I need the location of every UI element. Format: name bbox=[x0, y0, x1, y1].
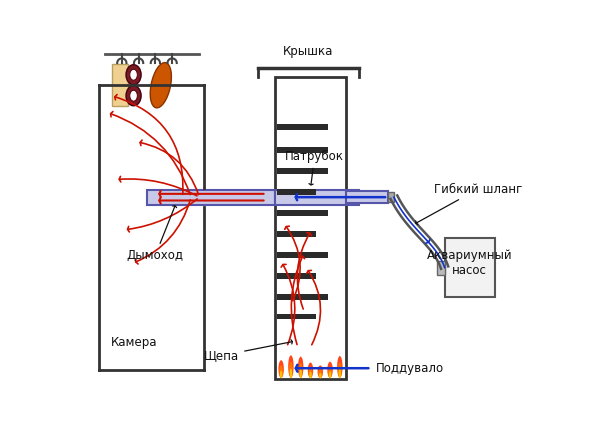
Bar bbox=[302, 314, 316, 319]
Text: Крышка: Крышка bbox=[283, 45, 334, 58]
Bar bbox=[275, 77, 346, 379]
Text: Гибкий шланг: Гибкий шланг bbox=[416, 183, 522, 225]
Ellipse shape bbox=[319, 373, 322, 379]
Bar bbox=[445, 238, 495, 297]
Ellipse shape bbox=[319, 369, 322, 378]
Text: Поддувало: Поддувало bbox=[376, 362, 443, 375]
Text: Камера: Камера bbox=[112, 336, 158, 349]
Bar bbox=[277, 294, 291, 300]
Bar bbox=[302, 252, 316, 258]
Ellipse shape bbox=[130, 90, 137, 101]
Bar bbox=[290, 231, 304, 237]
Bar bbox=[437, 260, 445, 275]
Ellipse shape bbox=[328, 362, 333, 378]
Ellipse shape bbox=[317, 365, 323, 378]
Bar bbox=[302, 211, 316, 216]
Ellipse shape bbox=[308, 367, 313, 378]
Ellipse shape bbox=[280, 371, 283, 378]
Ellipse shape bbox=[299, 363, 302, 378]
Bar bbox=[314, 147, 328, 153]
Bar bbox=[277, 273, 291, 279]
Bar bbox=[290, 189, 304, 195]
Bar bbox=[314, 211, 328, 216]
Bar bbox=[314, 124, 328, 130]
Text: Патрубок: Патрубок bbox=[285, 150, 344, 185]
Bar bbox=[277, 168, 291, 174]
Bar bbox=[290, 252, 304, 258]
Bar bbox=[290, 147, 304, 153]
Ellipse shape bbox=[328, 366, 332, 378]
Ellipse shape bbox=[309, 372, 311, 379]
Bar bbox=[388, 192, 394, 202]
Bar bbox=[277, 252, 291, 258]
Bar bbox=[277, 211, 291, 216]
Bar bbox=[314, 294, 328, 300]
Ellipse shape bbox=[278, 360, 284, 378]
Ellipse shape bbox=[150, 62, 172, 108]
Ellipse shape bbox=[126, 86, 141, 106]
Bar bbox=[302, 294, 316, 300]
Bar bbox=[277, 124, 291, 130]
Bar bbox=[112, 64, 128, 106]
Bar bbox=[302, 189, 316, 195]
Ellipse shape bbox=[290, 368, 292, 378]
Bar bbox=[290, 273, 304, 279]
Bar bbox=[302, 273, 316, 279]
Ellipse shape bbox=[288, 355, 293, 378]
Bar bbox=[302, 168, 316, 174]
Bar bbox=[314, 168, 328, 174]
Bar bbox=[147, 189, 275, 205]
Ellipse shape bbox=[289, 362, 293, 378]
Bar bbox=[277, 314, 291, 319]
Ellipse shape bbox=[338, 362, 342, 378]
Bar bbox=[314, 252, 328, 258]
Bar bbox=[302, 147, 316, 153]
Ellipse shape bbox=[299, 369, 302, 378]
Text: Щепа: Щепа bbox=[204, 340, 292, 362]
Ellipse shape bbox=[126, 65, 141, 85]
Bar bbox=[346, 191, 388, 203]
Ellipse shape bbox=[337, 356, 343, 378]
Bar bbox=[277, 189, 291, 195]
Text: Аквариумный
насос: Аквариумный насос bbox=[427, 249, 512, 277]
Bar bbox=[290, 294, 304, 300]
Bar bbox=[290, 124, 304, 130]
Ellipse shape bbox=[338, 369, 341, 378]
Ellipse shape bbox=[308, 362, 313, 378]
Bar bbox=[277, 147, 291, 153]
Ellipse shape bbox=[130, 69, 137, 80]
Text: Дымоход: Дымоход bbox=[127, 206, 184, 262]
Bar bbox=[275, 189, 359, 205]
Bar bbox=[290, 168, 304, 174]
Ellipse shape bbox=[279, 365, 283, 378]
Bar bbox=[277, 231, 291, 237]
Bar bbox=[290, 211, 304, 216]
Bar bbox=[290, 314, 304, 319]
Ellipse shape bbox=[298, 357, 304, 378]
Ellipse shape bbox=[329, 371, 331, 379]
Bar bbox=[302, 124, 316, 130]
Bar bbox=[302, 231, 316, 237]
